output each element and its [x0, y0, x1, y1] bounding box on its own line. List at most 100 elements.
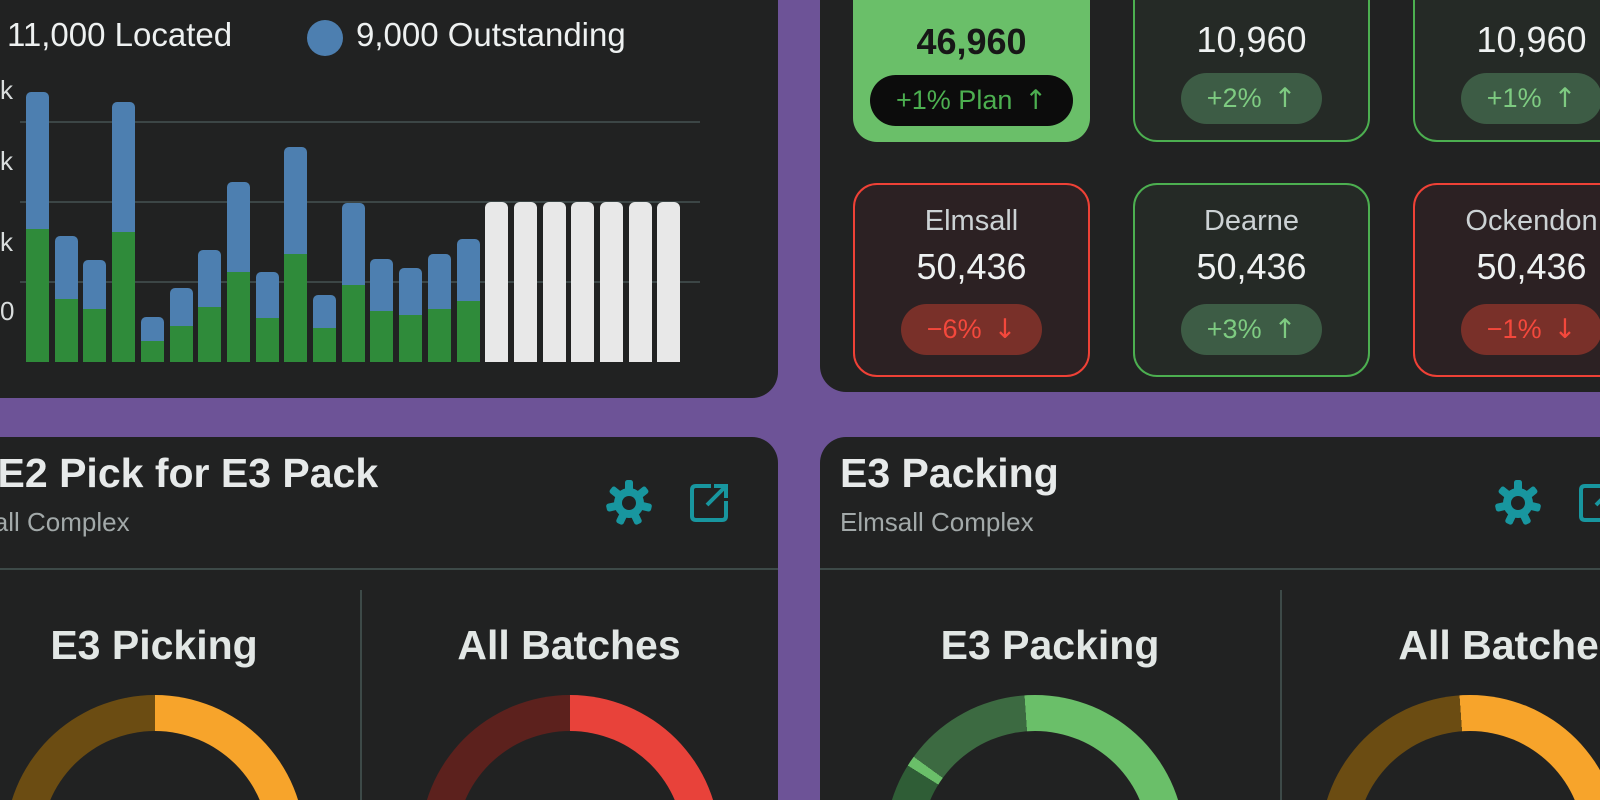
bar-outstanding — [198, 250, 222, 307]
bar-outstanding — [226, 182, 250, 272]
bar-planned — [628, 202, 652, 362]
bar-located — [313, 328, 336, 362]
bar-outstanding — [370, 258, 394, 311]
up-arrow-icon: ↑ — [1024, 85, 1047, 116]
section-title: All Batches — [1398, 622, 1600, 668]
kpi-value: 10,960 — [1196, 19, 1307, 60]
kpi-tile[interactable]: 10,960 +1% ↑ — [1413, 0, 1600, 142]
header-divider — [820, 568, 1600, 570]
trend-badge: −1% ↓ — [1460, 304, 1600, 355]
donut-gauge-e3-picking — [5, 695, 305, 800]
bar-outstanding — [341, 202, 365, 286]
bar-planned — [600, 202, 623, 362]
kpi-tile-elmsall[interactable]: Elmsall 50,436 −6% ↓ — [853, 183, 1090, 377]
bar-planned — [571, 202, 595, 362]
bar-located — [26, 229, 49, 362]
kpi-tile-ockendon[interactable]: Ockendon 50,436 −1% ↓ — [1413, 183, 1600, 377]
site-name: Ockendon — [1465, 205, 1598, 237]
section-title: E3 Packing — [940, 622, 1160, 668]
header-divider — [0, 568, 778, 570]
bar-located — [284, 254, 308, 362]
trend-badge: +3% ↑ — [1180, 304, 1323, 355]
bar-planned — [513, 202, 537, 362]
bar-located — [54, 298, 78, 362]
trend-badge: +1% ↑ — [1460, 73, 1600, 124]
bar-located — [169, 326, 193, 362]
bar-located — [140, 341, 164, 362]
up-arrow-icon: ↑ — [1273, 314, 1297, 345]
bar-located — [83, 309, 107, 362]
kpi-tile[interactable]: 10,960 +2% ↑ — [1133, 0, 1370, 142]
section-title: All Batches — [457, 622, 681, 668]
bar-located — [341, 285, 365, 362]
bar-planned — [542, 202, 566, 362]
section-title: E3 Picking — [50, 622, 258, 668]
bar-located — [399, 314, 423, 362]
kpi-value: 46,960 — [916, 21, 1027, 62]
gridline — [20, 201, 700, 203]
panel-subtitle: Elmsall Complex — [0, 507, 130, 537]
bar-outstanding — [26, 91, 49, 230]
bar-outstanding — [313, 294, 336, 329]
bar-outstanding — [456, 238, 480, 302]
up-arrow-icon: ↑ — [1273, 83, 1297, 114]
bar-outstanding — [83, 259, 107, 310]
kpi-value: 50,436 — [1476, 246, 1587, 287]
open-external-icon[interactable] — [1576, 481, 1600, 530]
bar-outstanding — [112, 102, 136, 233]
bar-outstanding — [399, 267, 423, 315]
bar-outstanding — [140, 317, 164, 342]
down-arrow-icon: ↓ — [993, 314, 1017, 345]
section-divider — [360, 590, 362, 800]
kpi-value: 50,436 — [1196, 246, 1307, 287]
bar-located — [255, 318, 279, 362]
bar-located — [198, 306, 222, 362]
site-name: Dearne — [1203, 205, 1300, 237]
bar-outstanding — [54, 236, 78, 299]
y-axis-tick: k — [0, 227, 13, 257]
bar-chart — [20, 86, 700, 362]
bar-located — [226, 271, 250, 362]
gridline — [20, 121, 700, 123]
site-name: Elmsall — [924, 205, 1019, 237]
bar-located — [427, 309, 451, 362]
packing-panel: E3 Packing Elmsall Complex E3 Packing Al… — [820, 437, 1600, 800]
panel-title: E1/E2 Pick for E3 Pack — [0, 450, 379, 496]
gear-icon[interactable] — [605, 479, 653, 532]
y-axis-tick: 0 — [0, 296, 15, 326]
legend-dot-outstanding — [307, 20, 343, 56]
gear-icon[interactable] — [1494, 479, 1542, 532]
y-axis-tick: k — [0, 75, 13, 105]
donut-gauge-all-batches — [420, 695, 720, 800]
legend-label-outstanding: 9,000 Outstanding — [356, 16, 626, 53]
bar-outstanding — [427, 254, 451, 310]
bar-planned — [657, 202, 681, 362]
bar-outstanding — [284, 146, 308, 254]
pick-for-pack-panel: E1/E2 Pick for E3 Pack Elmsall Complex E… — [0, 437, 778, 800]
donut-gauge-all-batches — [1320, 695, 1600, 800]
kpi-tiles-panel: 46,960 +1% Plan ↑ 10,960 +2% ↑ 10,960 +1% ↑… — [820, 0, 1600, 392]
open-external-icon[interactable] — [687, 481, 731, 530]
up-arrow-icon: ↑ — [1553, 83, 1577, 114]
bar-located — [112, 232, 136, 362]
bar-outstanding — [255, 271, 279, 318]
panel-subtitle: Elmsall Complex — [840, 507, 1034, 537]
trend-badge: +2% ↑ — [1180, 73, 1323, 124]
section-divider — [1280, 590, 1282, 800]
legend-label-located: 11,000 Located — [7, 16, 233, 53]
trend-badge: +1% Plan ↑ — [870, 75, 1073, 126]
kpi-value: 10,960 — [1476, 19, 1587, 60]
panel-title: E3 Packing — [840, 450, 1059, 496]
trend-badge: −6% ↓ — [900, 304, 1043, 355]
y-axis-tick: k — [0, 146, 13, 176]
kpi-value: 50,436 — [916, 246, 1027, 287]
bar-outstanding — [169, 287, 193, 326]
bar-planned — [485, 202, 509, 362]
donut-gauge-e3-packing — [885, 695, 1185, 800]
kpi-tile[interactable]: 46,960 +1% Plan ↑ — [853, 0, 1090, 142]
kpi-tile-dearne[interactable]: Dearne 50,436 +3% ↑ — [1133, 183, 1370, 377]
bar-located — [370, 310, 394, 362]
located-outstanding-chart-panel: 11,000 Located 9,000 Outstanding k k k 0 — [0, 0, 778, 398]
bar-located — [456, 301, 480, 362]
down-arrow-icon: ↓ — [1553, 314, 1577, 345]
